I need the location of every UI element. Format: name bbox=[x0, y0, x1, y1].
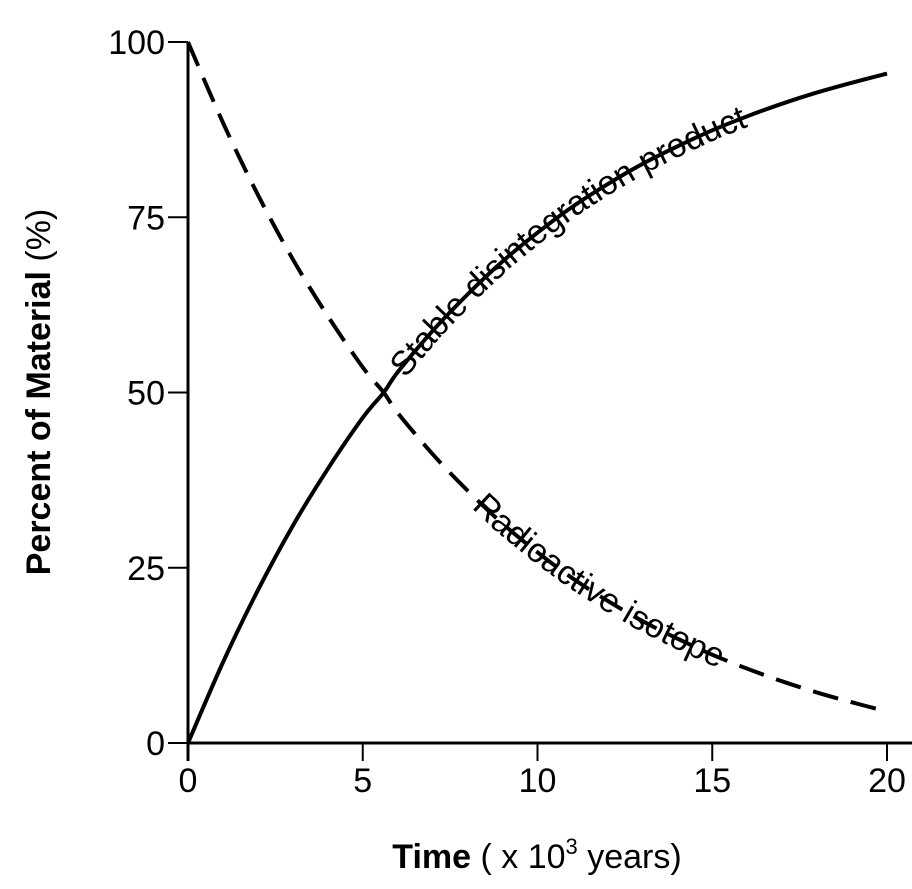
curve-label-guide bbox=[405, 89, 868, 379]
y-tick-label: 0 bbox=[146, 725, 165, 763]
x-tick-label: 20 bbox=[868, 762, 906, 800]
x-tick-label: 15 bbox=[693, 762, 731, 800]
x-tick-label: 5 bbox=[353, 762, 372, 800]
y-axis-title: Percent of Material (%) bbox=[20, 209, 58, 576]
x-axis-title-post: years) bbox=[578, 838, 682, 876]
curve-label-radioactive-isotope-text: Radioactive isotope bbox=[466, 486, 731, 676]
curve-label-radioactive-isotope: Radioactive isotope bbox=[466, 486, 731, 676]
series-line-stable-product bbox=[186, 71, 888, 744]
x-axis-title-pre: ( x 10 bbox=[471, 838, 565, 876]
x-axis-title-bold: Time bbox=[392, 838, 471, 876]
y-tick-label: 25 bbox=[127, 550, 165, 588]
curve-label-stable-product-text: Stable disintegration product bbox=[382, 98, 752, 383]
y-ticks: 0 25 50 75 100 bbox=[108, 24, 188, 763]
x-tick-label: 10 bbox=[519, 762, 557, 800]
x-axis-title-sup: 3 bbox=[566, 834, 578, 859]
y-tick-label: 75 bbox=[127, 199, 165, 237]
x-tick-label: 0 bbox=[179, 762, 198, 800]
y-tick-label: 100 bbox=[108, 24, 165, 62]
curve-label-stable-product: Stable disintegration product bbox=[382, 98, 752, 383]
y-axis-title-bold: Percent of Material bbox=[20, 271, 58, 575]
y-tick-label: 50 bbox=[127, 375, 165, 413]
curve-labels: Stable disintegration product Radioactive… bbox=[382, 89, 868, 676]
series-line-radioactive-isotope bbox=[186, 41, 888, 714]
curves bbox=[186, 41, 888, 744]
x-axis-title: Time ( x 103 years) bbox=[392, 834, 681, 876]
y-axis-title-post: (%) bbox=[20, 209, 58, 271]
x-ticks: 0 5 10 15 20 bbox=[179, 743, 906, 800]
